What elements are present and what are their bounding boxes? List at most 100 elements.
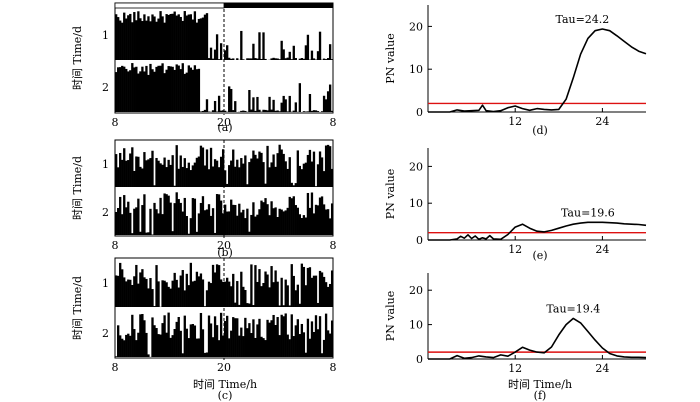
activity-bar	[133, 276, 136, 307]
activity-bar	[306, 318, 310, 357]
activity-bar	[163, 73, 166, 112]
activity-bar	[234, 101, 237, 112]
y-axis-label: PN value	[384, 33, 397, 83]
activity-bar	[117, 275, 120, 307]
activity-bar	[264, 109, 267, 112]
activity-bar	[197, 68, 201, 112]
activity-bar	[330, 270, 334, 307]
activity-bar	[304, 162, 308, 187]
panel-caption: (c)	[218, 389, 233, 402]
activity-bar	[322, 171, 326, 187]
activity-bar	[157, 160, 160, 187]
activity-bar	[167, 312, 170, 357]
activity-bar	[230, 199, 233, 235]
activity-bar	[189, 170, 193, 187]
activity-bar	[155, 209, 158, 235]
y-tick-label: 20	[409, 160, 423, 173]
activity-bar	[270, 109, 273, 112]
activity-bar	[262, 162, 265, 187]
activity-bar	[306, 111, 310, 112]
activity-bar	[298, 334, 302, 357]
activity-bar	[177, 65, 180, 112]
activity-bar	[228, 338, 231, 357]
activity-bar	[308, 338, 312, 357]
activity-bar	[125, 18, 128, 60]
activity-bar	[213, 232, 217, 235]
activity-bar	[121, 338, 124, 357]
activity-bar	[290, 59, 293, 60]
x-tick-label: 8	[330, 239, 337, 252]
activity-bar	[270, 266, 273, 307]
activity-bar	[254, 110, 257, 112]
activity-bar	[232, 317, 235, 357]
activity-bar	[314, 315, 318, 357]
activity-bar	[167, 66, 170, 112]
activity-bar	[286, 334, 289, 357]
activity-bar	[187, 338, 190, 357]
activity-bar	[252, 43, 255, 60]
activity-bar	[141, 313, 144, 357]
actogram-panel-a: 1 2 8 20 8 时间 Time/d (a)	[71, 2, 337, 134]
activity-bar	[157, 334, 160, 357]
activity-bar	[207, 281, 211, 307]
activity-bar	[254, 216, 257, 235]
activity-bar	[272, 282, 275, 307]
activity-bar	[278, 208, 281, 235]
activity-bar	[324, 99, 328, 112]
activity-bar	[254, 337, 257, 357]
activity-bar	[141, 205, 144, 235]
activity-bar	[226, 183, 229, 187]
activity-bar	[260, 58, 263, 60]
activity-bar	[322, 276, 326, 307]
activity-bar	[145, 332, 148, 357]
activity-bar	[236, 58, 239, 60]
activity-bar	[189, 218, 193, 235]
activity-bar	[191, 198, 195, 235]
activity-bar	[298, 303, 302, 307]
activity-bar	[197, 213, 201, 235]
activity-bar	[185, 273, 188, 307]
x-tick-label: 20	[217, 361, 231, 374]
activity-bar	[201, 279, 205, 307]
activity-bar	[234, 166, 237, 187]
activity-bar	[183, 315, 186, 357]
activity-bar	[310, 277, 314, 307]
activity-bar	[250, 264, 253, 307]
activity-bar	[191, 19, 195, 60]
activity-bar	[215, 160, 219, 187]
activity-bar	[127, 201, 130, 235]
y-tick-label: 0	[416, 234, 423, 247]
activity-bar	[171, 66, 174, 112]
activity-bar	[175, 64, 178, 112]
activity-bar	[224, 204, 227, 235]
activity-bar	[165, 167, 168, 187]
activity-bar	[240, 212, 243, 235]
activity-bar	[167, 195, 170, 235]
activity-bar	[153, 306, 156, 307]
activity-bar	[187, 285, 190, 307]
activity-bar	[240, 327, 243, 357]
activity-bar	[264, 183, 267, 187]
activity-bar	[139, 166, 142, 187]
activity-bar	[284, 99, 287, 112]
actogram-row-2	[115, 312, 334, 357]
panel-caption: (d)	[532, 124, 548, 137]
activity-bar	[121, 214, 124, 235]
activity-bar	[318, 31, 322, 60]
activity-bar	[282, 49, 285, 60]
activity-bar	[306, 154, 310, 187]
activity-bar	[195, 338, 199, 357]
activity-bar	[226, 211, 229, 235]
activity-bar	[161, 323, 164, 357]
activity-bar	[298, 165, 302, 187]
activity-bar	[213, 316, 217, 357]
pn-panel-f: 0 10 20 12 24 Tau=19.4 PN value (f)	[384, 273, 647, 402]
activity-bar	[268, 167, 271, 187]
x-tick-label: 24	[595, 362, 609, 375]
activity-bar	[258, 318, 261, 357]
activity-bar	[318, 270, 322, 307]
activity-bar	[302, 332, 306, 357]
activity-bar	[145, 65, 148, 112]
activity-bar	[131, 147, 134, 187]
activity-bar	[244, 317, 247, 357]
